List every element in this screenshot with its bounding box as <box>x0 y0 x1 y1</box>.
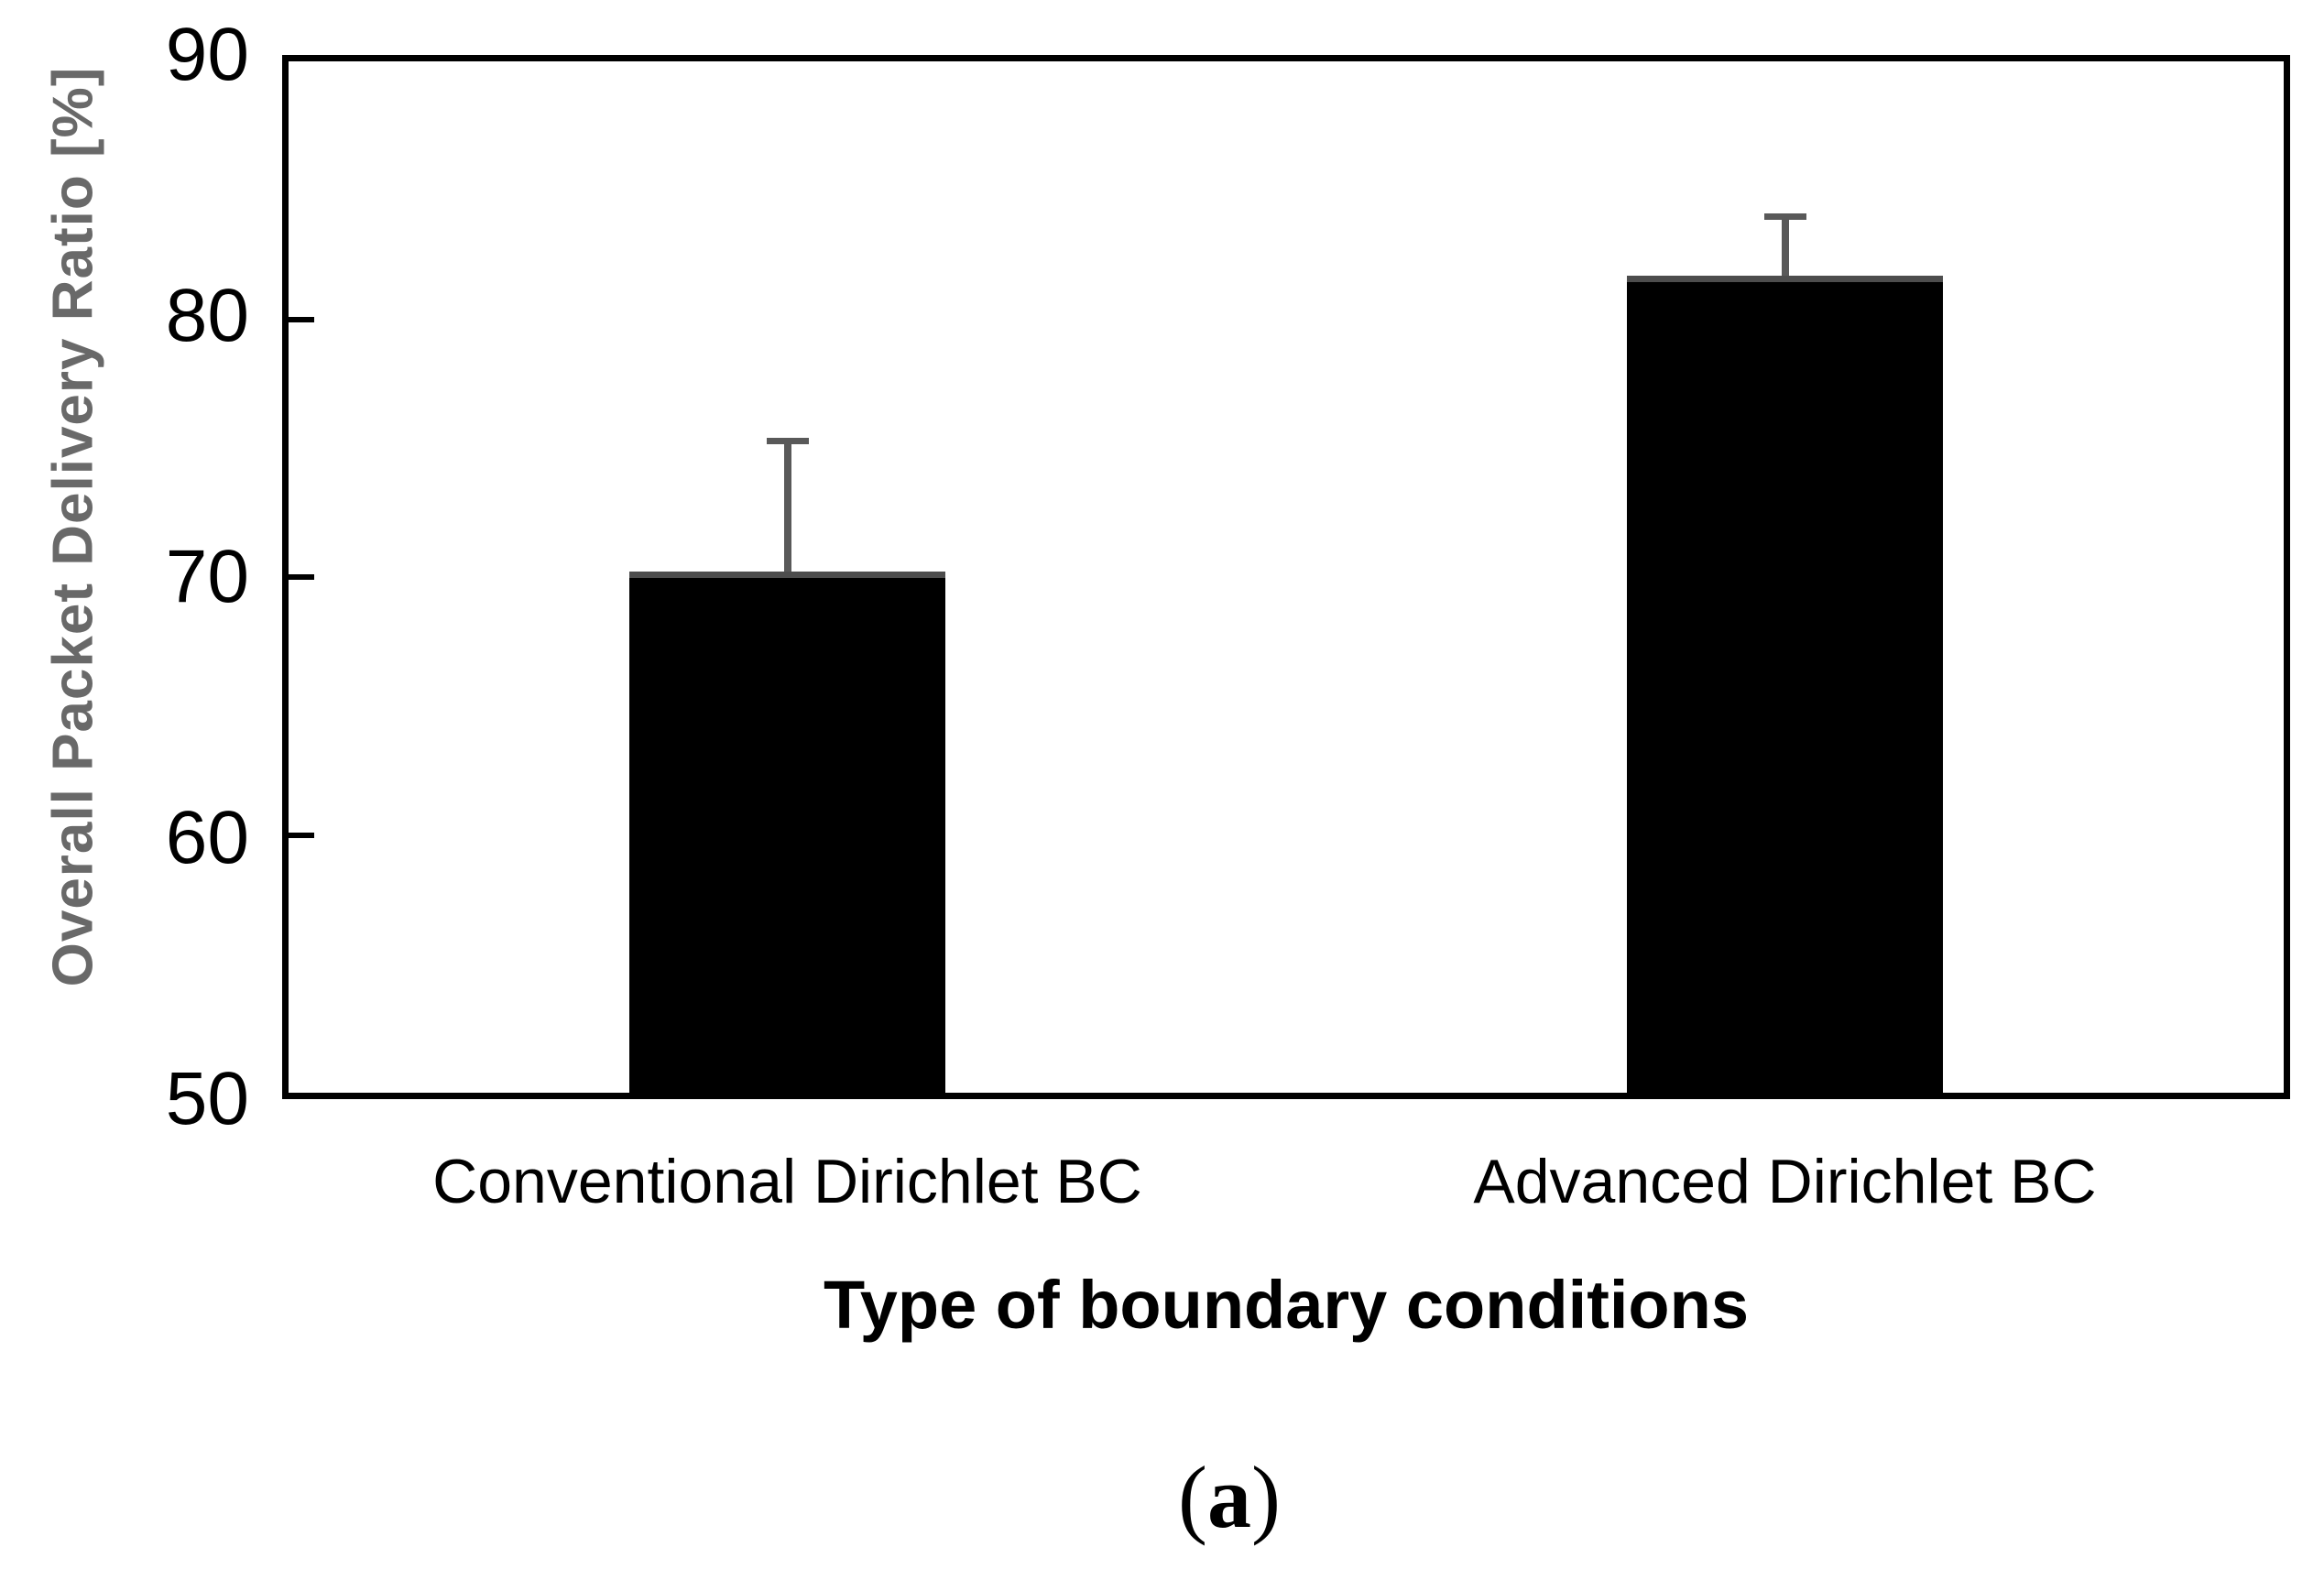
x-category-label: Conventional Dirichlet BC <box>432 1147 1142 1216</box>
y-tick-mark <box>289 316 314 322</box>
caption-letter: a <box>1207 1448 1251 1546</box>
y-tick-mark <box>289 832 314 838</box>
y-tick-label: 90 <box>165 13 249 96</box>
x-category-label: Advanced Dirichlet BC <box>1473 1147 2097 1216</box>
bar <box>629 572 945 1093</box>
error-whisker <box>783 438 791 572</box>
caption-paren-close: ) <box>1251 1448 1281 1546</box>
error-cap <box>766 438 809 444</box>
y-tick-label: 60 <box>165 796 249 879</box>
y-tick-label: 50 <box>165 1057 249 1140</box>
error-whisker <box>1781 213 1789 276</box>
subfigure-caption: (a) <box>1178 1447 1281 1548</box>
y-tick-mark <box>289 574 314 580</box>
x-axis-title: Type of boundary conditions <box>824 1267 1749 1343</box>
caption-paren-open: ( <box>1178 1448 1207 1546</box>
bar <box>1627 275 1943 1093</box>
y-tick-label: 80 <box>165 274 249 357</box>
error-cap <box>1763 213 1806 221</box>
plot-area <box>282 55 2290 1099</box>
y-tick-label: 70 <box>165 535 249 618</box>
